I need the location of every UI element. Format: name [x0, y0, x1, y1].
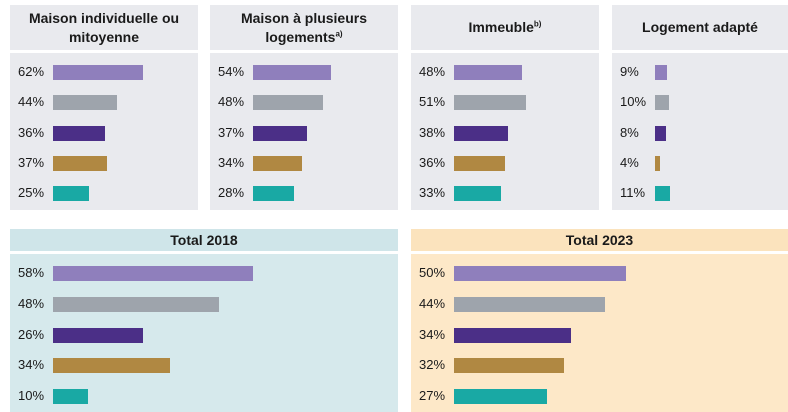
title-text: Total 2023	[565, 231, 634, 248]
value-label: 48%	[218, 94, 245, 109]
bar	[53, 125, 106, 141]
bar	[53, 185, 90, 201]
panel-header: Logement adapté	[612, 5, 788, 50]
bar	[53, 155, 107, 171]
value-label: 26%	[18, 327, 45, 342]
bar	[253, 125, 307, 141]
bar	[655, 64, 668, 80]
bar	[454, 296, 606, 312]
bar	[253, 64, 332, 80]
panel-header: Immeubleb)	[411, 5, 599, 50]
value-label: 48%	[18, 296, 45, 311]
panel: Immeubleb) 48% 51% 38% 36% 33%	[411, 5, 599, 210]
value-label: 11%	[620, 185, 646, 200]
panel-title: Total 2023	[566, 231, 633, 250]
panel-title: Maison à plusieurs logementsa)	[229, 9, 379, 47]
bar	[454, 155, 506, 171]
title-text: Maison individuelle ou mitoyenne	[28, 9, 180, 45]
value-label: 51%	[419, 94, 446, 109]
bar	[454, 265, 626, 281]
value-label: 25%	[18, 185, 45, 200]
value-label: 10%	[18, 388, 45, 403]
bar	[454, 327, 571, 343]
bar	[454, 357, 565, 373]
value-label: 54%	[218, 64, 245, 79]
panel: Logement adapté 9% 10% 8% 4% 11%	[612, 5, 788, 210]
value-label: 34%	[18, 357, 45, 372]
bar	[655, 155, 661, 171]
value-label: 34%	[419, 327, 446, 342]
title-text: Immeuble	[468, 19, 534, 35]
title-superscript: a)	[335, 28, 343, 38]
bar	[454, 185, 501, 201]
bar	[655, 125, 666, 141]
bar	[53, 296, 219, 312]
panel: Maison individuelle ou mitoyenne 62% 44% 36…	[10, 5, 198, 210]
value-label: 58%	[18, 265, 45, 280]
panel-title: Logement adapté	[642, 18, 758, 37]
value-label: 32%	[419, 357, 446, 372]
value-label: 44%	[18, 94, 45, 109]
value-label: 36%	[419, 155, 446, 170]
panel: Total 2018 58% 48% 26% 34% 10%	[10, 229, 398, 412]
value-label: 37%	[218, 125, 245, 140]
value-label: 9%	[620, 64, 639, 79]
panel-title: Total 2018	[170, 231, 237, 250]
panel-header: Total 2023	[411, 229, 788, 251]
value-label: 4%	[620, 155, 639, 170]
bar	[53, 64, 143, 80]
value-label: 44%	[419, 296, 446, 311]
value-label: 34%	[218, 155, 245, 170]
bar	[454, 64, 523, 80]
value-label: 27%	[419, 388, 446, 403]
value-label: 38%	[419, 125, 446, 140]
panel-title: Immeubleb)	[469, 18, 542, 37]
value-label: 62%	[18, 64, 45, 79]
bar	[454, 125, 508, 141]
panel-header: Maison à plusieurs logementsa)	[210, 5, 398, 50]
title-text: Maison à plusieurs logements	[240, 9, 368, 45]
panel-header: Maison individuelle ou mitoyenne	[10, 5, 198, 50]
bar	[253, 185, 294, 201]
panel-header: Total 2018	[10, 229, 398, 251]
panel-body	[612, 53, 788, 210]
value-label: 33%	[419, 185, 446, 200]
value-label: 28%	[218, 185, 245, 200]
panel: Total 2023 50% 44% 34% 32% 27%	[411, 229, 788, 412]
bar	[655, 185, 670, 201]
bar	[655, 94, 669, 110]
bar	[53, 94, 117, 110]
bar	[454, 94, 527, 110]
panel-title: Maison individuelle ou mitoyenne	[19, 9, 189, 47]
bar	[53, 265, 254, 281]
value-label: 8%	[620, 125, 639, 140]
panel: Maison à plusieurs logementsa) 54% 48% 37% 3…	[210, 5, 398, 210]
title-text: Logement adapté	[642, 19, 758, 35]
bar	[53, 327, 143, 343]
title-superscript: b)	[533, 19, 542, 29]
value-label: 37%	[18, 155, 45, 170]
bar	[53, 388, 88, 404]
value-label: 36%	[18, 125, 45, 140]
bar	[253, 155, 303, 171]
bar	[53, 357, 171, 373]
bar	[454, 388, 547, 404]
value-label: 50%	[419, 265, 446, 280]
value-label: 10%	[620, 94, 647, 109]
bar	[253, 94, 323, 110]
value-label: 48%	[419, 64, 446, 79]
title-text: Total 2018	[170, 231, 238, 248]
